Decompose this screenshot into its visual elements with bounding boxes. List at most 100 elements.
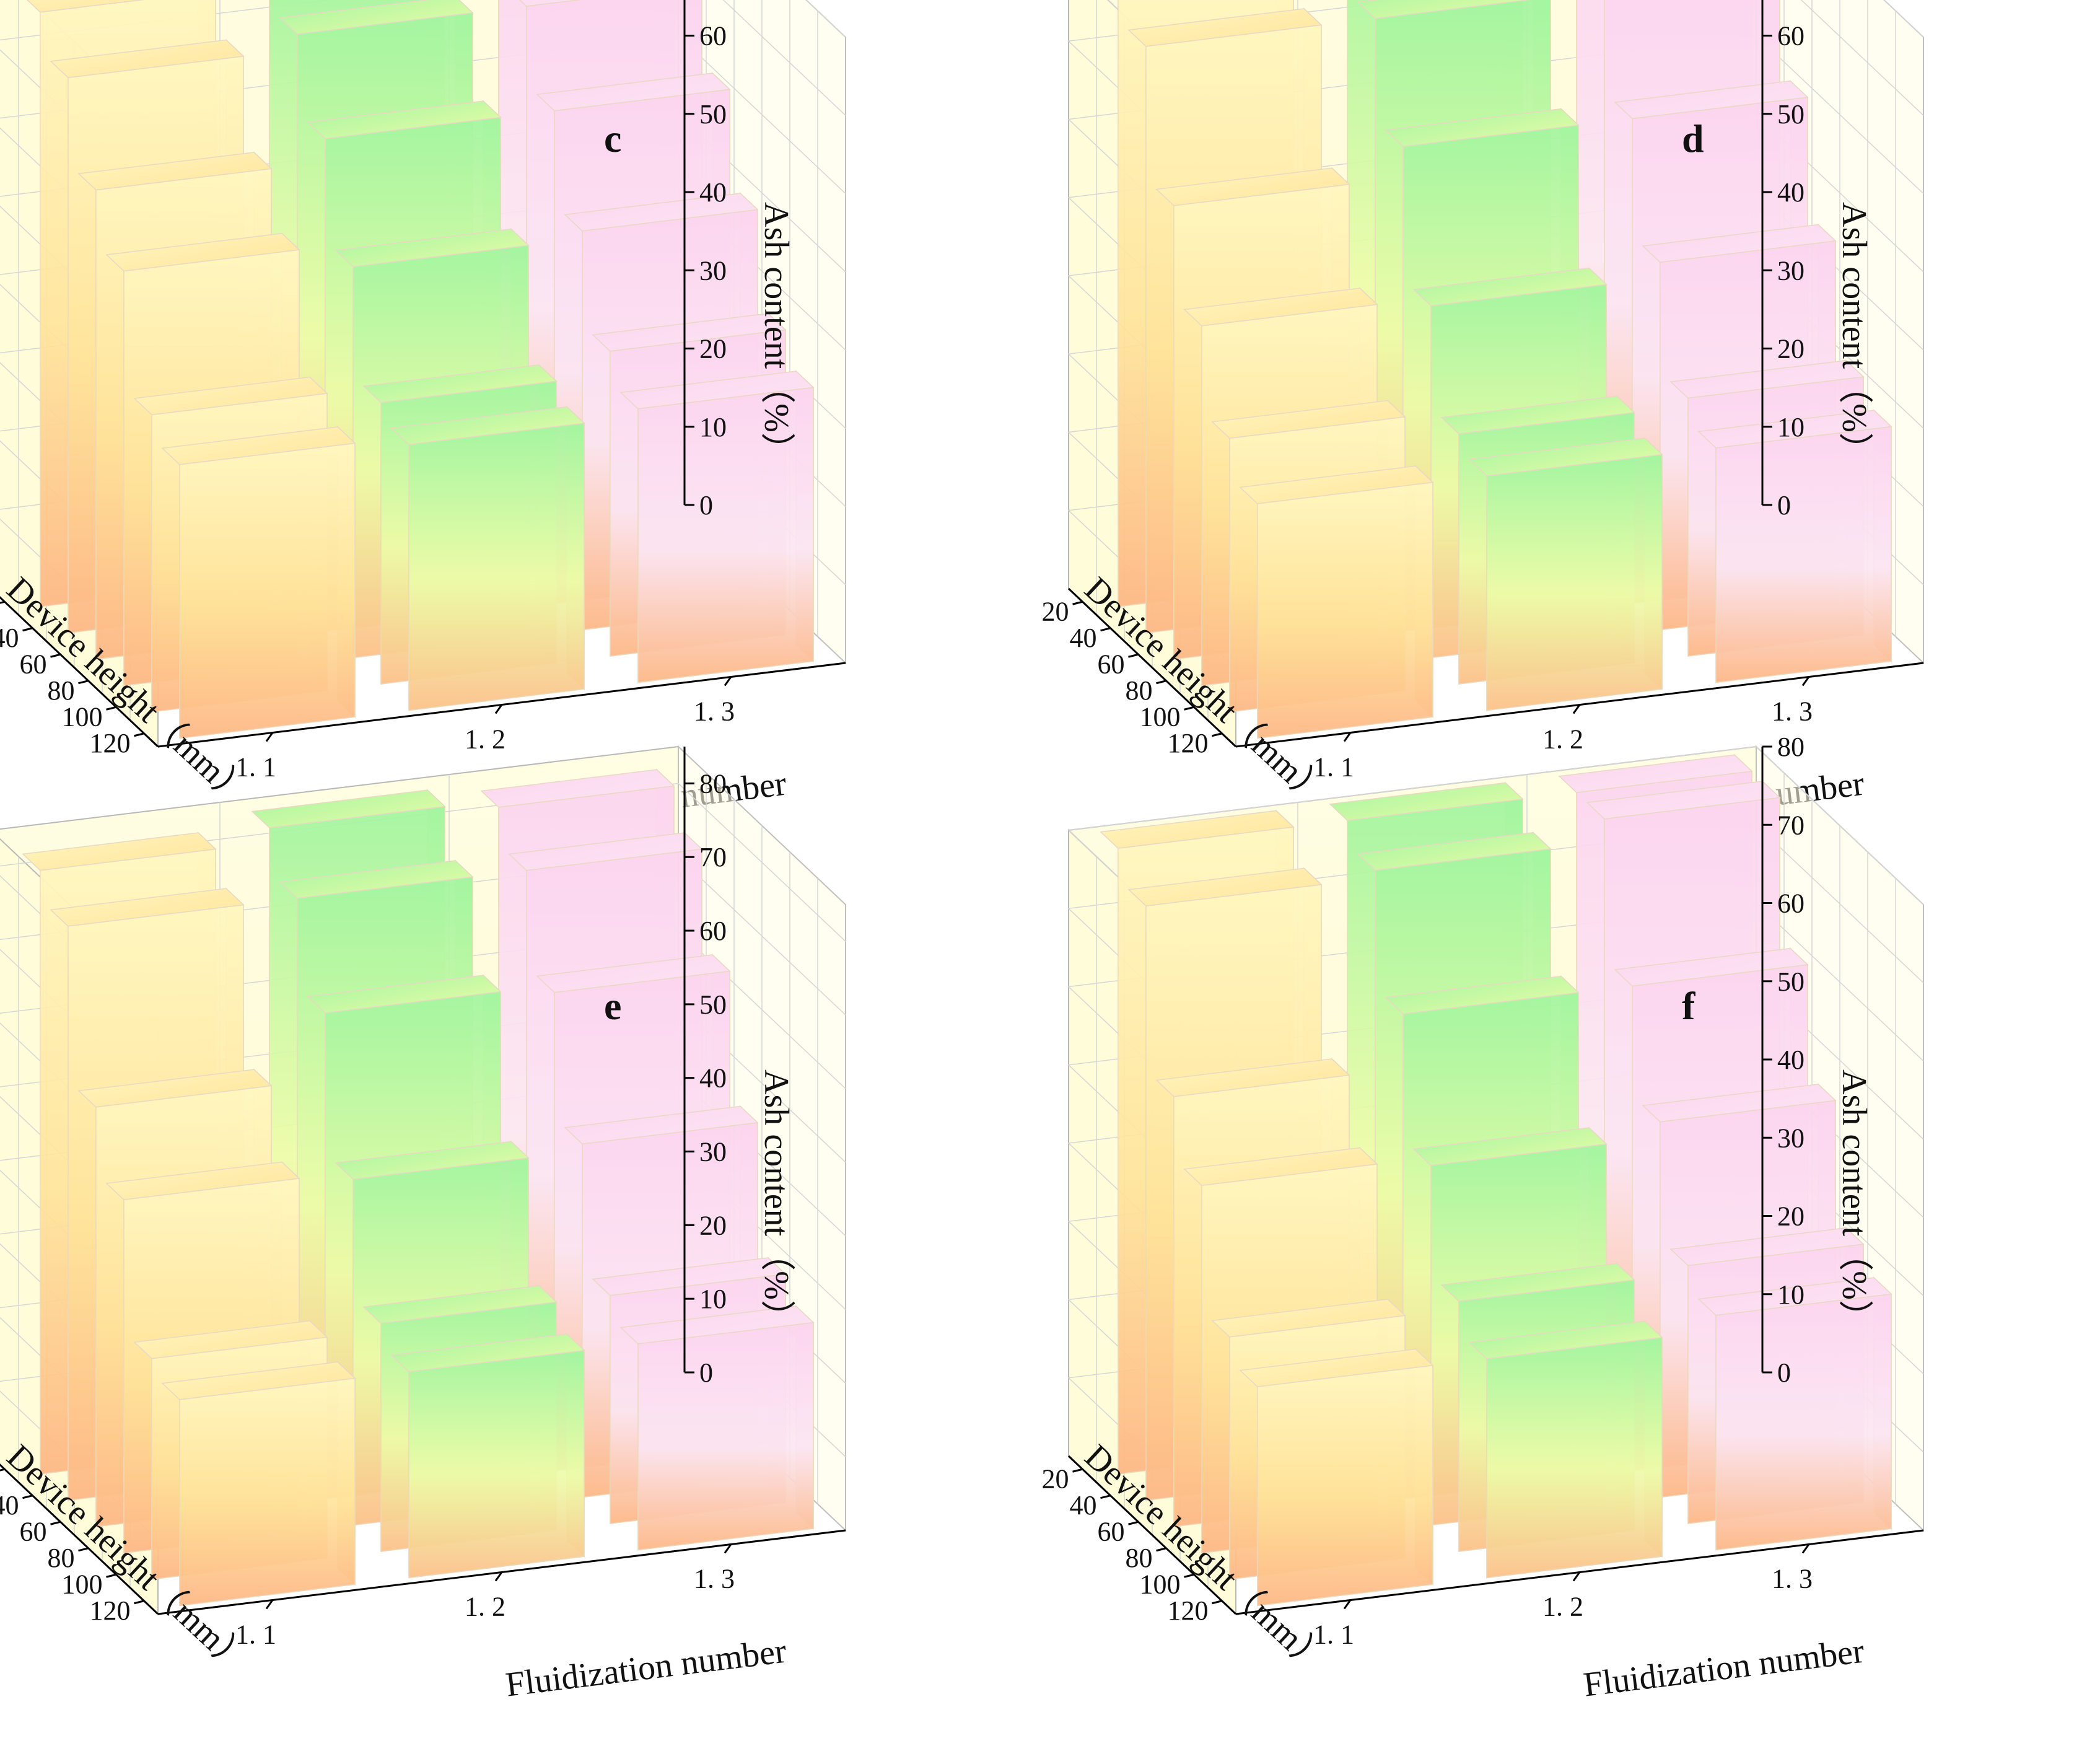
bar-top [161, 1361, 356, 1400]
z-axis-title: Ash content（%） [1835, 1069, 1873, 1335]
bar-top [1642, 224, 1837, 263]
z-tick-label: 20 [1777, 1201, 1805, 1232]
y-tick-mark [0, 600, 5, 604]
y-tick-mark [50, 653, 61, 658]
bar-top [1468, 1320, 1663, 1359]
bar [1697, 1276, 1892, 1551]
bar [619, 1305, 815, 1551]
bar-front [1486, 1336, 1663, 1579]
panel-label: d [1682, 116, 1704, 160]
bar-top [1183, 287, 1378, 327]
y-tick-label: 80 [48, 675, 75, 706]
y-tick-label: 40 [0, 623, 19, 653]
bar-top [133, 1320, 328, 1359]
x-axis-title: Fluidization number [1582, 1632, 1866, 1704]
bar-front [1257, 481, 1433, 739]
x-tick-mark [1343, 1599, 1352, 1610]
bar-top [519, 0, 582, 7]
bar-top [77, 152, 273, 191]
y-tick-mark [1212, 1600, 1222, 1605]
z-tick-label: 60 [1777, 21, 1805, 51]
y-tick-label: 20 [1042, 1463, 1069, 1494]
x-tick-mark [1801, 1543, 1810, 1554]
bar-top [1239, 465, 1434, 504]
bar-top [307, 100, 502, 139]
bar-top [1412, 1127, 1608, 1166]
bar [1468, 1320, 1663, 1579]
bar-top [1357, 831, 1552, 871]
y-tick-mark [1184, 1573, 1194, 1578]
bar-top [1239, 1348, 1434, 1387]
y-tick-label: 60 [20, 649, 47, 679]
bar-top [592, 1257, 787, 1296]
z-tick-label: 30 [699, 255, 727, 286]
bar-top [279, 0, 474, 35]
x-tick-label: 1. 2 [465, 1592, 505, 1622]
y-tick-label: 40 [0, 1490, 19, 1520]
z-tick-label: 20 [1777, 334, 1805, 364]
x-tick-label: 1. 2 [1542, 1592, 1583, 1622]
z-tick-label: 20 [699, 334, 727, 364]
bar-top [1412, 267, 1608, 307]
x-axis-title: Fluidization number [504, 1632, 789, 1704]
y-tick-mark [106, 706, 116, 711]
y-tick-mark [1156, 1547, 1166, 1552]
bar-top [1558, 754, 1753, 793]
bar-top [619, 1305, 815, 1345]
bar-top [1211, 400, 1406, 439]
z-tick-label: 0 [699, 490, 713, 520]
x-tick-label: 1. 1 [235, 752, 276, 783]
bar-top [362, 364, 558, 403]
y-tick-label: 100 [1140, 701, 1181, 732]
z-tick-label: 50 [1777, 99, 1805, 129]
z-tick-label: 40 [699, 177, 727, 208]
y-tick-mark [134, 732, 144, 737]
x-tick-label: 1. 1 [235, 1620, 276, 1650]
y-tick-mark [78, 1547, 89, 1552]
y-tick-mark [134, 1600, 144, 1605]
bar-top [564, 1105, 759, 1145]
z-tick-label: 20 [699, 1210, 727, 1240]
z-tick-label: 80 [699, 768, 727, 799]
bar-top [1100, 810, 1295, 849]
bar-top [480, 769, 675, 808]
bar-top [1127, 867, 1323, 906]
bar-front [408, 1349, 585, 1579]
bar-top [1468, 437, 1663, 476]
bar [1239, 465, 1434, 739]
y-tick-mark [1072, 1468, 1083, 1473]
z-axis-title: Ash content（%） [1835, 202, 1873, 467]
bar-top [536, 954, 731, 993]
z-tick-label: 50 [1777, 967, 1805, 997]
bar-front [1486, 454, 1663, 711]
y-tick-label: 20 [1042, 596, 1069, 626]
y-tick-label: 80 [48, 1543, 75, 1573]
x-tick-mark [265, 1599, 274, 1610]
y-tick-mark [1184, 706, 1194, 711]
y-tick-mark [106, 1573, 116, 1578]
x-tick-label: 1. 3 [1772, 1564, 1813, 1594]
x-tick-mark [1572, 704, 1581, 714]
bar-top [1614, 80, 1809, 120]
bar-front [408, 423, 585, 711]
x-tick-mark [724, 1543, 732, 1554]
bar-top [1614, 947, 1809, 987]
bar-top [390, 1333, 585, 1372]
bar-top [22, 832, 217, 871]
z-tick-label: 30 [1777, 1123, 1805, 1153]
bar-top [536, 72, 731, 112]
bar-top [251, 789, 446, 828]
x-tick-mark [1801, 676, 1810, 687]
bar-top [1440, 395, 1635, 434]
y-tick-mark [1212, 732, 1222, 737]
y-tick-label: 40 [1070, 623, 1097, 653]
bar-top [1642, 1084, 1837, 1123]
y-tick-mark [0, 1468, 5, 1472]
z-axis-title: Ash content（%） [757, 1069, 795, 1335]
y-tick-label: 100 [62, 701, 103, 732]
